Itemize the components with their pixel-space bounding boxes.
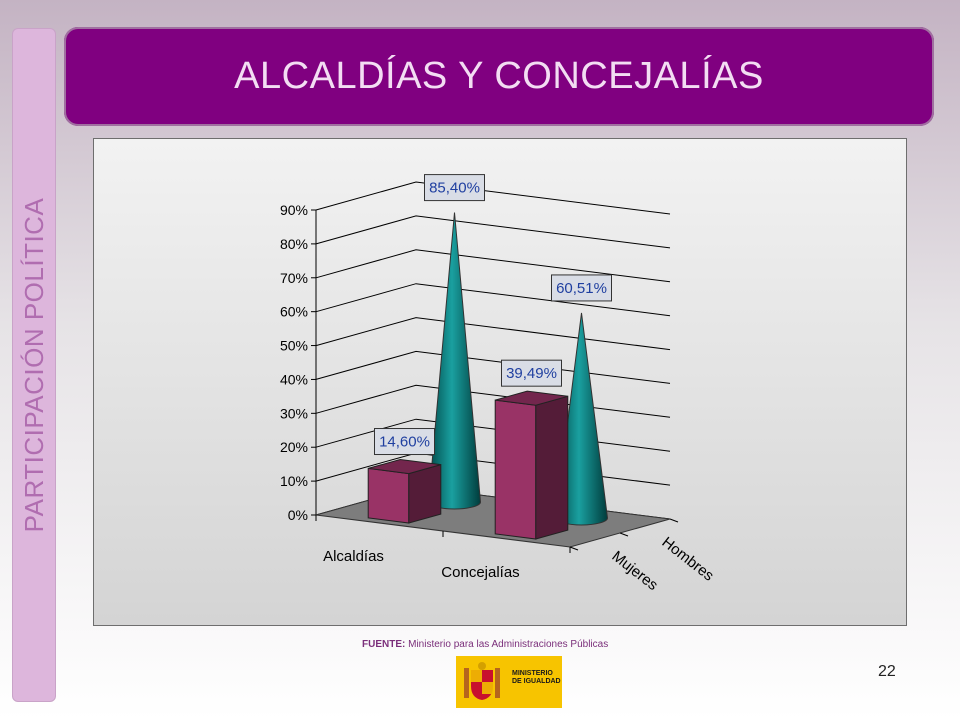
- chart-svg: 0% 10% 20% 30% 40% 50% 60% 70% 80% 90% 85,40% 60,5…: [280, 174, 717, 594]
- page-number: 22: [878, 663, 896, 680]
- title-banner: ALCALDÍAS Y CONCEJALÍAS: [64, 27, 934, 126]
- series-label: Hombres: [659, 534, 717, 585]
- gridline: [315, 317, 671, 351]
- gridline: [315, 418, 671, 452]
- bar-front: [367, 467, 410, 524]
- y-tick-label: 40%: [280, 371, 308, 387]
- gridline: [315, 249, 671, 283]
- section-label: PARTICIPACIÓN POLÍTICA: [19, 197, 49, 533]
- category-label: Alcaldías: [323, 548, 384, 565]
- bar-front: [494, 399, 537, 540]
- y-tick-label: 20%: [280, 439, 308, 455]
- bar-side: [535, 395, 569, 540]
- y-tick-label: 10%: [280, 473, 308, 489]
- y-tick-label: 0%: [288, 507, 308, 523]
- y-tick-label: 90%: [280, 202, 308, 218]
- data-label-box: [551, 274, 612, 302]
- y-tick-label: 70%: [280, 270, 308, 286]
- gridline: [315, 350, 671, 384]
- ministry-logo: MINISTERIO DE IGUALDAD: [456, 656, 562, 708]
- y-tick-label: 30%: [280, 405, 308, 421]
- gridline: [315, 181, 671, 215]
- series-label: Mujeres: [609, 548, 662, 594]
- bar-side: [408, 463, 442, 524]
- depth-tick-mark: [569, 546, 579, 551]
- bar-top: [368, 458, 441, 475]
- gridline: [315, 384, 671, 418]
- data-label: 85,40%: [429, 180, 480, 197]
- data-label-box: [501, 359, 562, 387]
- data-label: 39,49%: [506, 365, 557, 382]
- data-label-box: [424, 174, 485, 202]
- y-tick-label: 60%: [280, 304, 308, 320]
- source-note: FUENTE: Ministerio para las Administraci…: [362, 639, 608, 650]
- chart-area: 0% 10% 20% 30% 40% 50% 60% 70% 80% 90% 85,40% 60,5…: [93, 138, 907, 626]
- side-banner: PARTICIPACIÓN POLÍTICA: [12, 28, 56, 702]
- category-label: Concejalías: [441, 564, 519, 581]
- gridline: [315, 283, 671, 317]
- depth-tick-mark: [619, 532, 629, 537]
- bar-top: [495, 390, 568, 406]
- data-label: 14,60%: [379, 434, 430, 451]
- source-text: Ministerio para las Administraciones Púb…: [408, 639, 609, 650]
- page-title: ALCALDÍAS Y CONCEJALÍAS: [234, 55, 764, 97]
- source-label: FUENTE:: [362, 639, 406, 650]
- coat-of-arms-icon: [464, 662, 500, 700]
- data-label: 60,51%: [556, 280, 607, 297]
- y-tick-label: 50%: [280, 338, 308, 354]
- logo-text: MINISTERIO DE IGUALDAD: [512, 670, 561, 685]
- gridline: [315, 215, 671, 249]
- data-label-box: [374, 428, 435, 456]
- y-tick-label: 80%: [280, 236, 308, 252]
- depth-tick-mark: [669, 518, 679, 523]
